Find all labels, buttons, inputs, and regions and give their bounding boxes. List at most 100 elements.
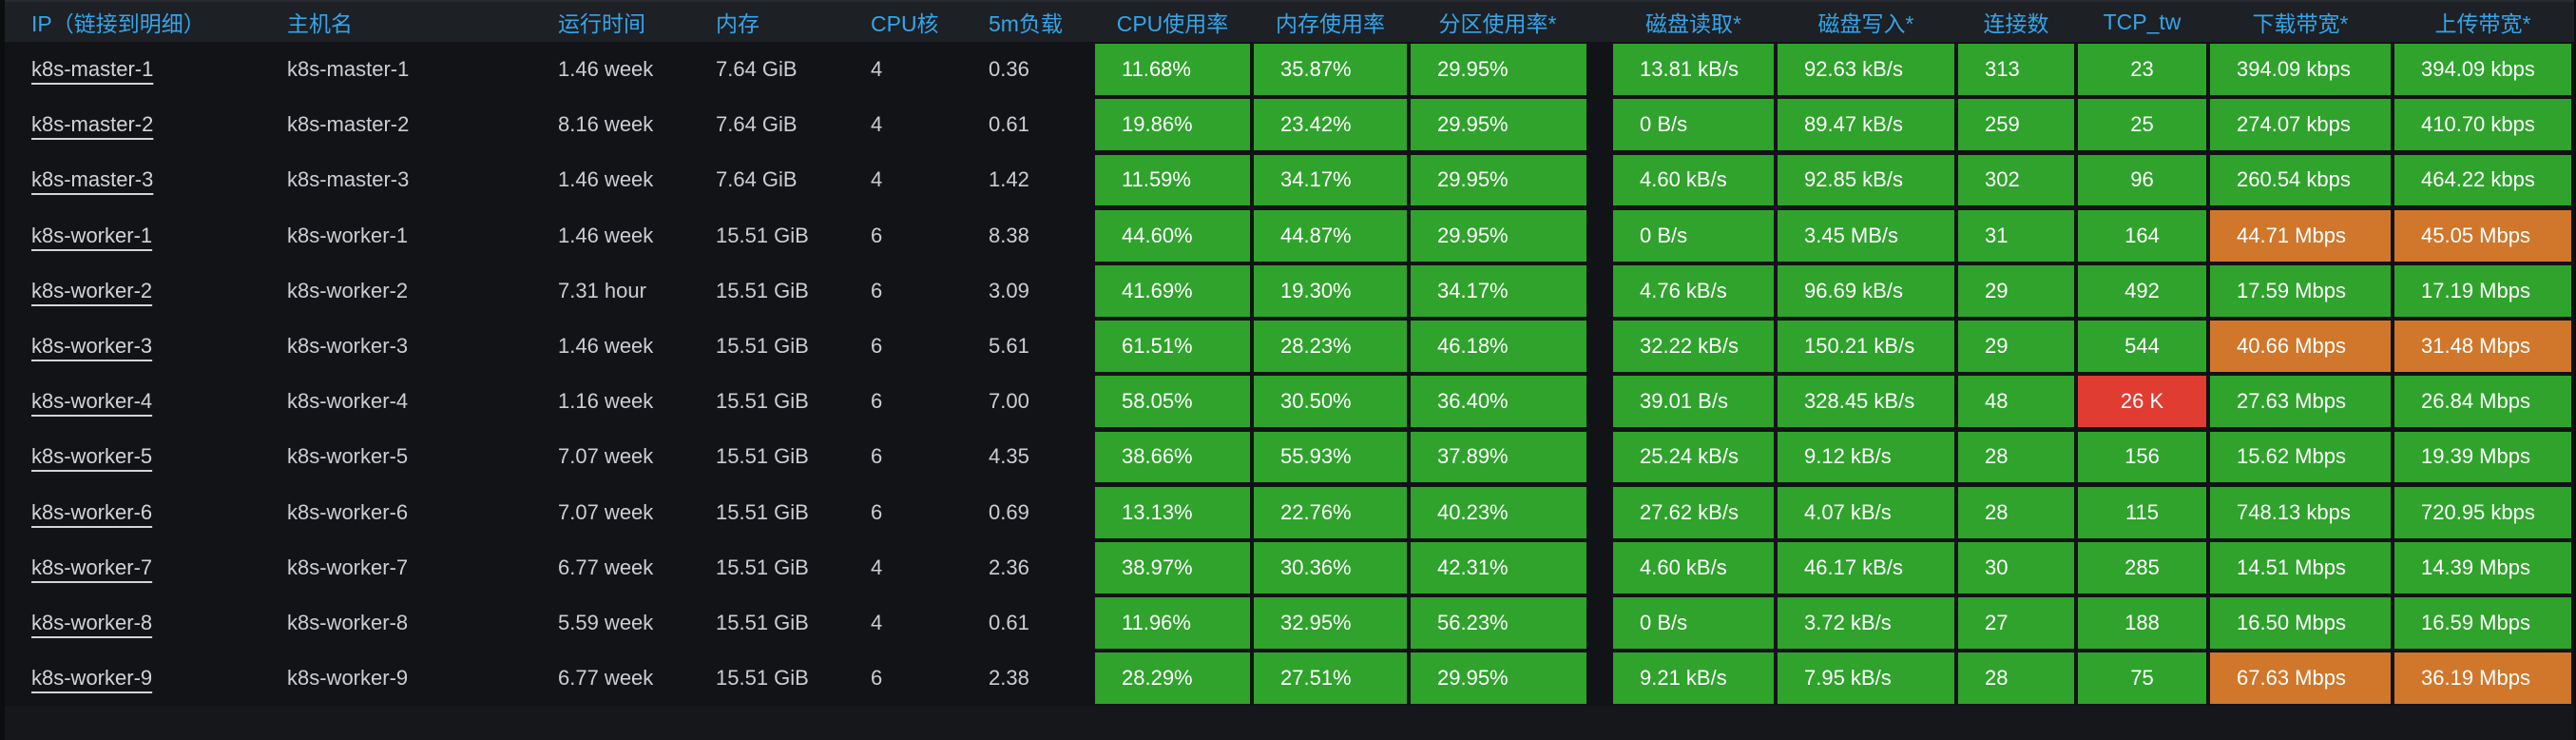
cell-cpu-usage: 11.59% [1095,154,1250,206]
column-header-disk-write[interactable]: 磁盘写入* [1817,11,1914,36]
ip-link[interactable]: k8s-master-2 [31,112,154,137]
column-header-download-bw[interactable]: 下载带宽* [2252,11,2349,36]
ip-link[interactable]: k8s-worker-5 [31,444,153,469]
cell-disk-write: 9.12 kB/s [1778,431,1954,483]
column-header-load-5m[interactable]: 5m负载 [989,11,1063,36]
cell-cpu-cores: 6 [871,499,883,524]
cell-partition-usage: 40.23% [1411,486,1586,538]
column-header-tcp-tw[interactable]: TCP_tw [2103,9,2182,34]
cell-hostname: k8s-master-2 [287,112,410,137]
cell-disk-write: 92.63 kB/s [1778,44,1954,95]
column-header-partition-usage[interactable]: 分区使用率* [1438,11,1557,36]
column-header-uptime[interactable]: 运行时间 [558,11,645,36]
cell-mem-usage: 55.93% [1254,431,1407,483]
cell-memory: 15.51 GiB [716,334,809,359]
cell-disk-write: 92.85 kB/s [1778,154,1954,206]
ip-link[interactable]: k8s-worker-8 [31,610,153,634]
ip-link[interactable]: k8s-master-1 [31,57,154,82]
cell-connections: 28 [1958,486,2074,538]
cell-disk-write: 3.72 kB/s [1778,597,1954,649]
cell-mem-usage: 34.17% [1254,154,1407,206]
cell-upload-bw: 31.48 Mbps [2394,321,2571,372]
table-row: k8s-worker-6 k8s-worker-6 7.07 week 15.5… [5,485,2574,540]
table-row: k8s-worker-1 k8s-worker-1 1.46 week 15.5… [5,208,2574,263]
cell-load-5m: 0.61 [989,112,1029,137]
cell-hostname: k8s-worker-7 [287,555,409,579]
cell-cpu-usage: 44.60% [1095,209,1250,262]
ip-link[interactable]: k8s-master-3 [31,167,154,192]
column-header-mem-usage[interactable]: 内存使用率 [1276,11,1385,36]
column-header-upload-bw[interactable]: 上传带宽* [2434,11,2531,36]
cell-memory: 7.64 GiB [716,167,798,192]
column-header-disk-read[interactable]: 磁盘读取* [1645,11,1741,36]
ip-link[interactable]: k8s-worker-4 [31,389,153,414]
cell-upload-bw: 45.05 Mbps [2394,209,2571,262]
cell-disk-write: 7.95 kB/s [1778,652,1954,705]
cell-memory: 15.51 GiB [716,223,809,247]
cell-download-bw: 15.62 Mbps [2210,431,2391,483]
cell-memory: 15.51 GiB [716,555,809,579]
cell-load-5m: 0.36 [989,57,1029,82]
ip-link[interactable]: k8s-worker-9 [31,666,153,691]
column-header-cpu-usage[interactable]: CPU使用率 [1116,11,1229,36]
cell-disk-write: 46.17 kB/s [1778,541,1954,594]
cell-cpu-cores: 4 [871,167,883,192]
cell-cpu-cores: 6 [871,278,883,302]
cell-cpu-usage: 38.97% [1095,541,1250,594]
table-row: k8s-master-3 k8s-master-3 1.46 week 7.64… [5,152,2574,207]
cell-connections: 28 [1958,431,2074,483]
cell-memory: 15.51 GiB [716,666,809,691]
cell-load-5m: 8.38 [989,223,1029,247]
cell-cpu-usage: 41.69% [1095,264,1250,317]
cell-tcp-tw: 115 [2078,486,2206,538]
cell-uptime: 1.46 week [558,334,654,359]
cell-disk-read: 4.60 kB/s [1613,154,1774,206]
cell-memory: 7.64 GiB [716,112,798,137]
cell-hostname: k8s-worker-1 [287,223,409,247]
cell-uptime: 1.46 week [558,167,654,192]
cell-download-bw: 274.07 kbps [2210,99,2391,151]
cell-hostname: k8s-worker-9 [287,666,409,691]
cell-download-bw: 40.66 Mbps [2210,321,2391,372]
cell-memory: 15.51 GiB [716,444,809,469]
ip-link[interactable]: k8s-worker-2 [31,278,153,302]
cell-uptime: 7.31 hour [558,278,646,302]
cell-tcp-tw: 23 [2078,44,2206,95]
ip-link[interactable]: k8s-worker-6 [31,499,153,524]
ip-link[interactable]: k8s-worker-7 [31,555,153,579]
column-header-connections[interactable]: 连接数 [1983,11,2049,36]
column-header-cpu-cores[interactable]: CPU核 [871,11,939,36]
cell-connections: 29 [1958,321,2074,372]
cell-cpu-usage: 13.13% [1095,486,1250,538]
cell-disk-read: 13.81 kB/s [1613,44,1774,95]
cell-hostname: k8s-worker-8 [287,610,409,634]
column-header-memory[interactable]: 内存 [716,11,759,36]
cell-download-bw: 17.59 Mbps [2210,264,2391,317]
cell-partition-usage: 29.95% [1411,154,1586,206]
cell-load-5m: 4.35 [989,444,1029,469]
cell-connections: 30 [1958,541,2074,594]
cell-tcp-tw: 26 K [2078,376,2206,428]
ip-link[interactable]: k8s-worker-1 [31,223,153,247]
cell-memory: 15.51 GiB [716,610,809,634]
cell-mem-usage: 32.95% [1254,597,1407,649]
cell-disk-read: 32.22 kB/s [1613,321,1774,372]
cell-connections: 48 [1958,376,2074,428]
cell-download-bw: 748.13 kbps [2210,486,2391,538]
cell-partition-usage: 29.95% [1411,99,1586,151]
cell-mem-usage: 19.30% [1254,264,1407,317]
cell-uptime: 1.46 week [558,57,654,82]
cell-tcp-tw: 156 [2078,431,2206,483]
cell-partition-usage: 29.95% [1411,652,1586,705]
column-header-hostname[interactable]: 主机名 [287,11,353,36]
cell-hostname: k8s-master-3 [287,167,410,192]
cell-download-bw: 67.63 Mbps [2210,652,2391,705]
cell-disk-write: 328.45 kB/s [1778,376,1954,428]
column-header-ip[interactable]: IP（链接到明细） [31,11,205,36]
ip-link[interactable]: k8s-worker-3 [31,334,153,359]
cell-cpu-usage: 38.66% [1095,431,1250,483]
cell-connections: 259 [1958,99,2074,151]
table-row: k8s-worker-9 k8s-worker-9 6.77 week 15.5… [5,651,2574,706]
cell-memory: 15.51 GiB [716,278,809,302]
cell-cpu-cores: 4 [871,57,883,82]
